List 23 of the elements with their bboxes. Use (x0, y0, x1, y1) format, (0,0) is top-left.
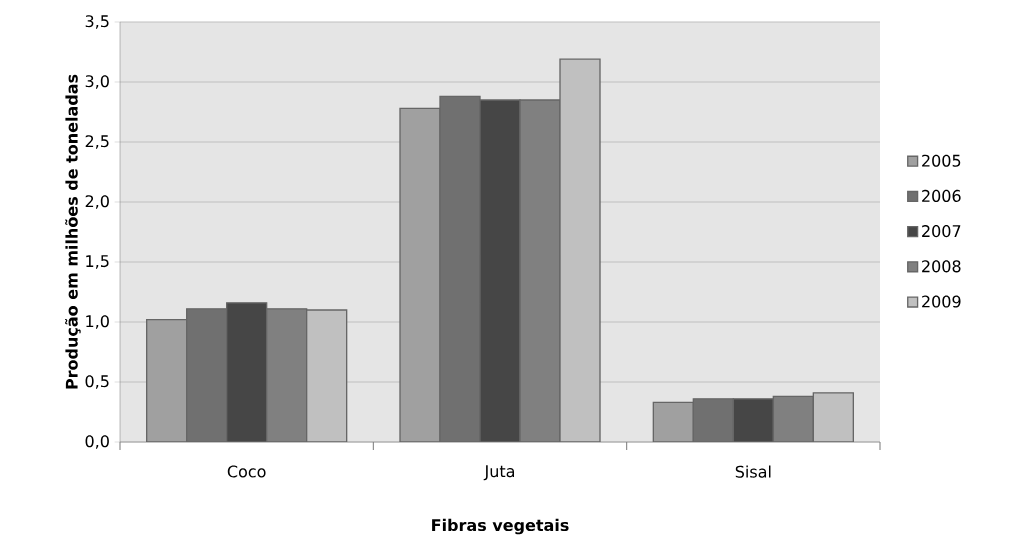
y-tick-label: 3,0 (85, 75, 109, 89)
x-axis-title: Fibras vegetais (432, 518, 569, 535)
x-tick-label: Coco (227, 465, 266, 478)
bar (812, 392, 855, 442)
bar (226, 302, 268, 442)
y-tick-label: 1,5 (86, 255, 109, 269)
bar (479, 99, 521, 442)
y-axis-title: Produção em milhões de toneladas (65, 74, 81, 389)
x-tick-label: Sisal (735, 465, 771, 478)
legend-label: 2007 (922, 225, 961, 238)
legend-label: 2006 (922, 189, 961, 202)
y-tick-label: 1,0 (86, 315, 109, 329)
legend-label: 2005 (922, 154, 961, 167)
y-tick-label: 3,5 (85, 15, 109, 29)
bar (732, 398, 775, 442)
y-tick-label: 0,0 (85, 435, 109, 449)
legend-label: 2009 (922, 295, 961, 308)
y-tick-label: 2,5 (85, 135, 109, 149)
x-tick-label: Juta (483, 465, 515, 481)
legend-label: 2008 (922, 260, 961, 273)
bar (559, 58, 601, 442)
y-tick-label: 0,5 (85, 375, 109, 389)
y-tick-label: 2,0 (85, 195, 109, 209)
